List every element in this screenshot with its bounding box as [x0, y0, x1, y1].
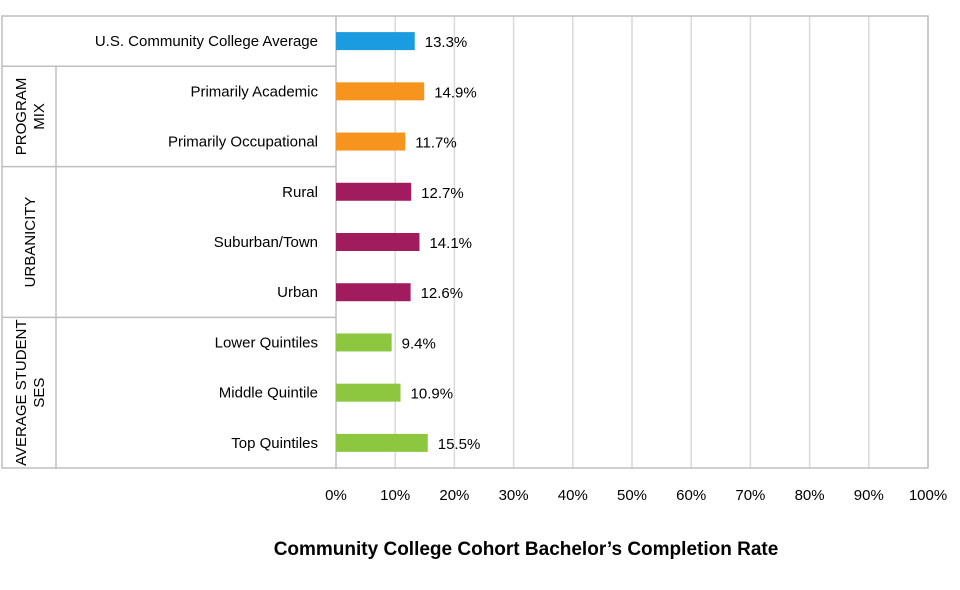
x-tick-label: 20%	[439, 487, 469, 504]
bar	[336, 283, 411, 302]
labels: PROGRAMMIX URBANICITY AVERAGE STUDENTSES U.…	[13, 33, 947, 504]
x-tick-label: 40%	[558, 487, 588, 504]
category-label: U.S. Community College Average	[95, 33, 318, 50]
x-tick-label: 90%	[854, 487, 884, 504]
bars	[336, 32, 428, 452]
group-label-line: PROGRAM	[13, 78, 30, 156]
data-label: 14.9%	[434, 84, 477, 101]
bar	[336, 132, 406, 151]
data-label: 9.4%	[402, 335, 436, 352]
x-tick-label: 100%	[909, 487, 947, 504]
data-label: 14.1%	[429, 235, 472, 252]
category-label: Suburban/Town	[214, 234, 318, 251]
category-label: Top Quintiles	[231, 435, 318, 452]
bar	[336, 32, 415, 51]
group-label-line: SES	[31, 378, 48, 408]
category-label: Primarily Occupational	[168, 134, 318, 151]
x-tick-label: 50%	[617, 487, 647, 504]
bar	[336, 383, 401, 402]
x-tick-label: 70%	[735, 487, 765, 504]
data-label: 11.7%	[415, 135, 456, 152]
group-label-line: URBANICITY	[22, 197, 39, 288]
data-label: 12.7%	[421, 185, 464, 202]
data-label: 15.5%	[438, 436, 481, 453]
bar	[336, 433, 428, 452]
x-tick-label: 60%	[676, 487, 706, 504]
data-label: 10.9%	[411, 386, 454, 403]
x-tick-label: 10%	[380, 487, 410, 504]
category-frame	[1, 15, 929, 469]
category-label: Rural	[282, 184, 318, 201]
bar	[336, 333, 392, 352]
x-axis-title: Community College Cohort Bachelor’s Comp…	[274, 539, 779, 560]
group-label-line: MIX	[31, 103, 48, 130]
group-label: PROGRAMMIX	[13, 78, 48, 156]
x-tick-label: 80%	[795, 487, 825, 504]
category-label: Urban	[277, 284, 318, 301]
category-label: Primarily Academic	[190, 83, 318, 100]
x-tick-label: 0%	[325, 487, 347, 504]
data-label: 13.3%	[425, 34, 468, 51]
group-label: URBANICITY	[22, 197, 39, 288]
category-label: Middle Quintile	[219, 385, 318, 402]
category-label: Lower Quintiles	[215, 334, 318, 351]
bar	[336, 233, 420, 251]
data-label: 12.6%	[421, 285, 464, 302]
bar	[336, 82, 425, 101]
bar	[336, 182, 412, 201]
chart-frame	[1, 15, 929, 469]
group-label: AVERAGE STUDENTSES	[13, 319, 48, 465]
x-tick-label: 30%	[499, 487, 529, 504]
group-label-line: AVERAGE STUDENT	[13, 319, 30, 465]
